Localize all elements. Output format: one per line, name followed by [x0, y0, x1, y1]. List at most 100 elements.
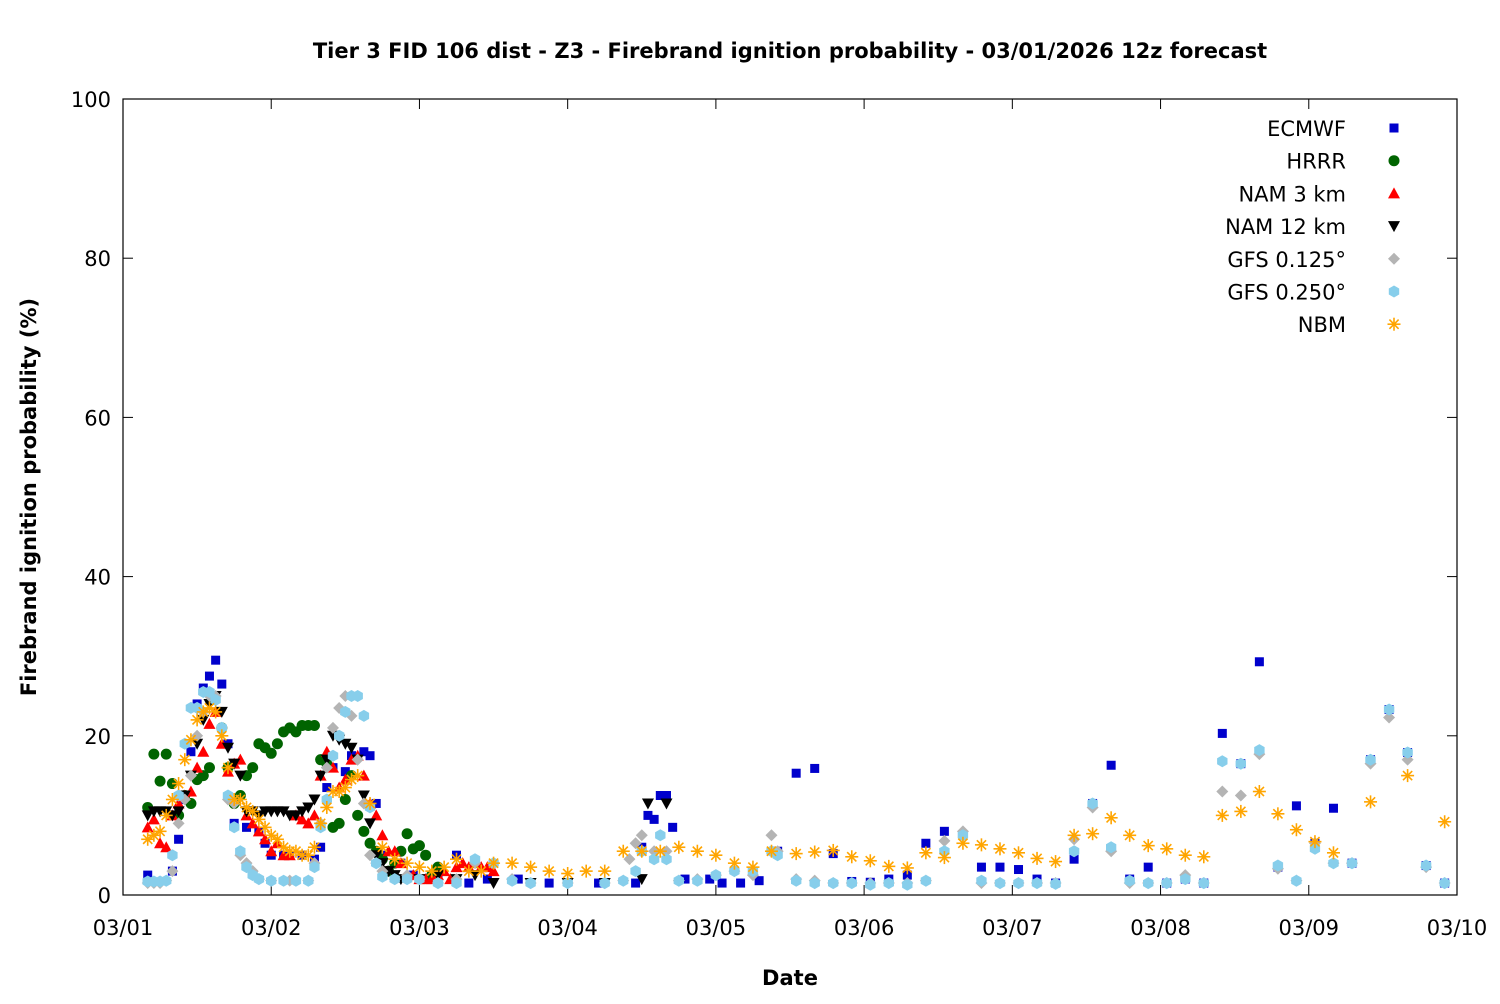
data-point	[513, 874, 523, 884]
data-point	[221, 742, 234, 754]
data-point	[649, 814, 659, 824]
data-point	[1401, 769, 1415, 783]
data-point	[1328, 803, 1338, 813]
data-point	[635, 844, 649, 858]
data-point	[736, 878, 746, 888]
data-point	[660, 798, 673, 810]
data-point	[301, 848, 315, 862]
data-point	[709, 848, 723, 862]
data-point	[623, 853, 636, 866]
legend-marker	[1388, 187, 1400, 199]
y-tick-label: 100	[71, 88, 111, 112]
data-point	[431, 870, 444, 882]
data-point	[1030, 851, 1044, 865]
data-point	[270, 832, 284, 846]
data-point	[414, 873, 425, 886]
data-point	[376, 829, 389, 841]
data-point	[247, 762, 259, 774]
data-point	[302, 802, 315, 814]
data-point	[655, 829, 666, 842]
data-point	[1069, 854, 1079, 864]
data-point	[314, 770, 327, 782]
data-point	[339, 738, 352, 750]
data-point	[184, 733, 198, 747]
data-point	[161, 874, 172, 887]
x-tick-label: 03/07	[982, 916, 1043, 940]
legend-marker	[1389, 123, 1399, 133]
data-point	[377, 870, 388, 883]
data-point	[1104, 811, 1118, 825]
data-point	[172, 817, 185, 830]
data-point	[764, 844, 778, 858]
data-point	[210, 694, 221, 706]
data-point	[655, 791, 665, 800]
data-point	[653, 844, 667, 858]
data-point	[166, 865, 179, 878]
data-point	[222, 789, 234, 802]
data-point	[265, 747, 277, 759]
data-point	[358, 825, 370, 837]
data-point	[705, 874, 715, 884]
data-point	[1383, 703, 1395, 716]
data-point	[599, 877, 610, 890]
data-point	[919, 846, 933, 860]
data-point	[598, 864, 612, 878]
data-point	[673, 874, 684, 887]
data-point	[308, 719, 320, 731]
data-point	[789, 847, 803, 861]
data-point	[365, 751, 375, 761]
data-point	[1289, 823, 1303, 837]
data-point	[277, 840, 291, 854]
data-point	[1254, 744, 1265, 757]
data-point	[544, 878, 554, 888]
data-point	[420, 849, 432, 861]
data-point	[629, 837, 642, 850]
data-point	[863, 854, 877, 868]
data-point	[845, 850, 859, 864]
data-point	[1308, 835, 1322, 849]
data-point	[456, 857, 469, 869]
y-axis-label: Firebrand ignition probability (%)	[17, 298, 41, 696]
legend-marker	[1388, 252, 1400, 265]
data-point	[1086, 827, 1100, 841]
data-point	[229, 821, 240, 834]
data-point	[351, 753, 364, 766]
data-point	[828, 877, 839, 890]
data-point	[692, 874, 703, 887]
legend-label: HRRR	[1286, 150, 1346, 174]
data-point	[616, 844, 630, 858]
data-point	[221, 761, 235, 775]
data-point	[1198, 877, 1209, 890]
data-point	[680, 874, 690, 884]
data-point	[143, 870, 153, 880]
data-point	[809, 877, 820, 890]
data-point	[1143, 862, 1153, 872]
data-point	[172, 806, 185, 818]
data-point	[976, 874, 987, 887]
data-point	[197, 770, 209, 782]
data-point	[1216, 785, 1229, 798]
data-point	[432, 877, 444, 890]
data-point	[1328, 857, 1339, 870]
data-point	[265, 845, 278, 857]
data-point	[506, 874, 518, 887]
legend-marker	[1387, 317, 1401, 331]
data-point	[266, 874, 277, 887]
data-point	[1050, 877, 1061, 890]
data-point	[474, 864, 488, 878]
data-point	[358, 709, 370, 722]
data-point	[1252, 785, 1266, 799]
data-point	[1272, 859, 1284, 872]
data-point	[401, 873, 413, 886]
data-point	[938, 834, 951, 847]
data-point	[303, 874, 314, 887]
data-point	[203, 717, 216, 729]
data-point	[241, 861, 252, 874]
data-point	[338, 781, 352, 795]
data-point	[810, 763, 820, 773]
data-point	[1346, 857, 1358, 870]
data-point	[204, 671, 214, 681]
y-tick-label: 60	[84, 406, 111, 430]
data-point	[464, 878, 474, 888]
